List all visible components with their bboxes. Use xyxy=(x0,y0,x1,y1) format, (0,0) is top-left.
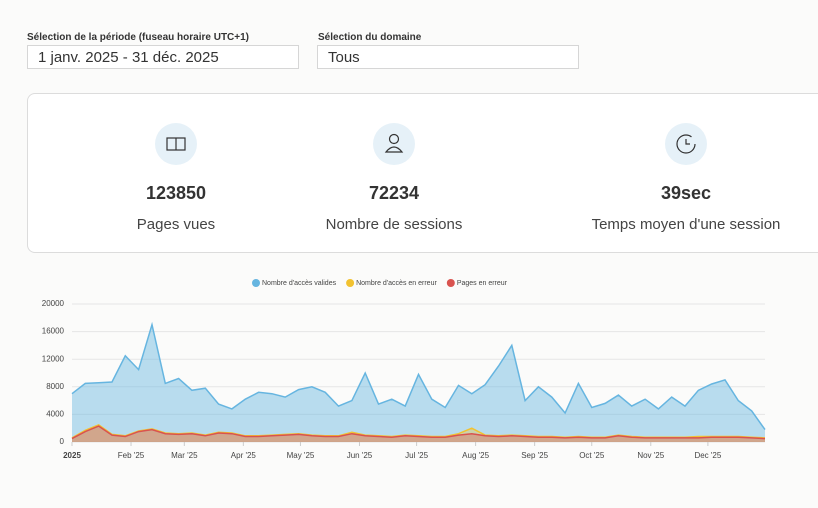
x-tick-label: Jun '25 xyxy=(347,451,373,460)
series-line xyxy=(72,426,765,439)
x-tick-label: Mar '25 xyxy=(171,451,198,460)
stats-card: 123850 Pages vues 72234 Nombre de sessio… xyxy=(27,93,818,253)
period-label: Sélection de la période (fuseau horaire … xyxy=(27,32,249,43)
x-tick-label: Dec '25 xyxy=(694,451,721,460)
icon-user xyxy=(372,122,416,166)
stat-label: Nombre de sessions xyxy=(264,216,524,233)
stat-value: 39sec xyxy=(556,183,816,204)
x-tick-label: Sep '25 xyxy=(521,451,548,460)
page: {"filters": {"period_label": "Sélection … xyxy=(0,0,818,508)
x-tick-label: May '25 xyxy=(287,451,315,460)
y-tick-label: 16000 xyxy=(42,327,65,336)
y-tick-label: 12000 xyxy=(42,354,65,363)
legend-label: Pages en erreur xyxy=(457,280,508,287)
x-tick-label: 2025 xyxy=(63,451,81,460)
series-line xyxy=(72,425,765,438)
x-tick-label: Aug '25 xyxy=(462,451,489,460)
chart: 0 4000 8000 12000 16000 20000 2025 Feb '25 Mar '… xyxy=(0,0,818,508)
series-area xyxy=(72,325,765,442)
y-tick-label: 0 xyxy=(60,437,65,446)
x-tick-label: Oct '25 xyxy=(579,451,605,460)
x-tick-label: Jul '25 xyxy=(405,451,428,460)
icon-clock xyxy=(664,122,708,166)
y-tick-label: 4000 xyxy=(46,410,64,419)
x-tick-label: Feb '25 xyxy=(118,451,145,460)
legend-label: Nombre d'accès en erreur xyxy=(356,280,437,287)
domain-select[interactable]: Tous xyxy=(317,45,579,69)
icon-book xyxy=(154,122,198,166)
series-area xyxy=(72,425,765,442)
legend: Nombre d'accès valides Nombre d'accès en … xyxy=(252,279,508,287)
legend-swatch xyxy=(252,279,260,287)
legend-swatch xyxy=(346,279,354,287)
legend-label: Nombre d'accès valides xyxy=(262,280,337,287)
x-tick-label: Apr '25 xyxy=(231,451,257,460)
stat-label: Temps moyen d'une session xyxy=(556,216,816,233)
y-tick-label: 8000 xyxy=(46,382,64,391)
stat: 39sec Temps moyen d'une session xyxy=(556,94,816,233)
series-area xyxy=(72,426,765,442)
x-tick-label: Nov '25 xyxy=(637,451,664,460)
legend-swatch xyxy=(447,279,455,287)
stat-value: 72234 xyxy=(264,183,524,204)
period-select[interactable]: 1 janv. 2025 - 31 déc. 2025 xyxy=(27,45,299,69)
stat: 72234 Nombre de sessions xyxy=(264,94,524,233)
domain-label: Sélection du domaine xyxy=(318,32,421,43)
y-tick-label: 20000 xyxy=(42,299,65,308)
series-line xyxy=(72,325,765,430)
